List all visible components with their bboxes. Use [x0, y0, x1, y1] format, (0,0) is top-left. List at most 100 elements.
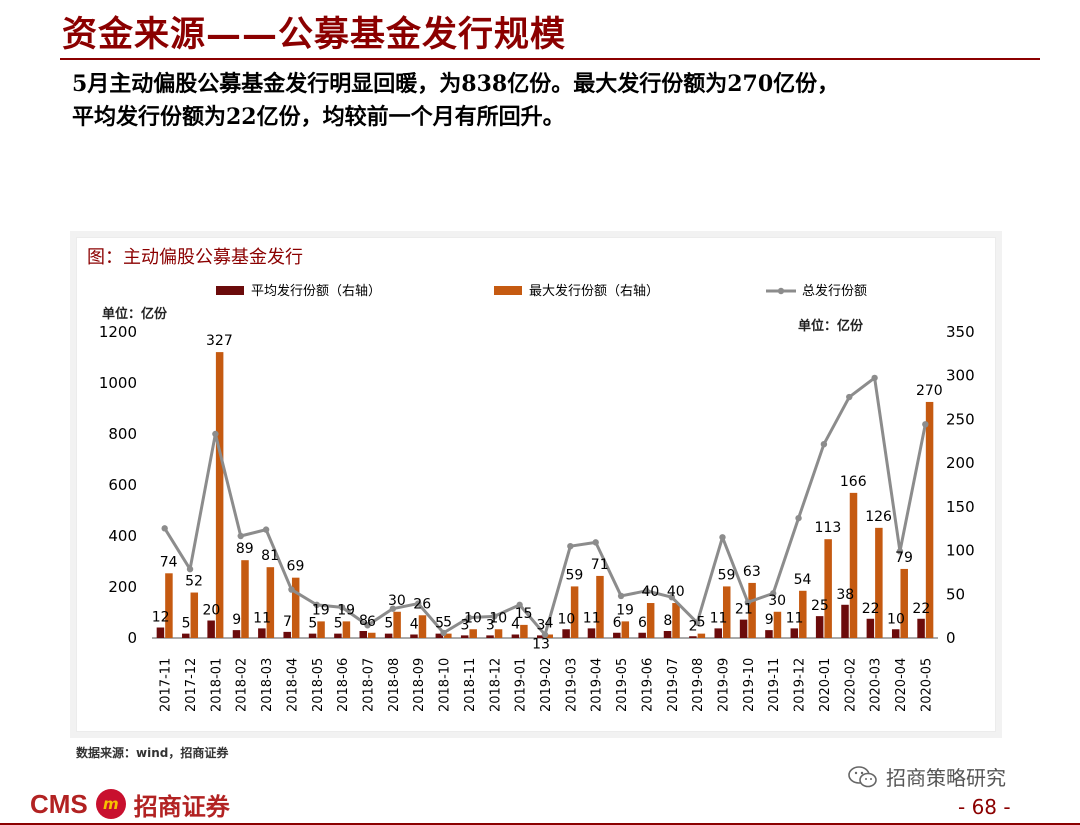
y-left-tick-label: 1200	[99, 323, 137, 341]
avg-issuance-label: 20	[202, 603, 220, 619]
x-tick-label: 2020-04	[894, 658, 909, 712]
page-number: - 68 -	[958, 795, 1011, 819]
max-issuance-bar	[444, 633, 452, 638]
total-issuance-point	[643, 587, 650, 595]
avg-issuance-bar	[308, 633, 317, 638]
max-issuance-label: 71	[591, 557, 609, 573]
avg-issuance-label: 5	[334, 616, 343, 632]
total-issuance-point	[846, 393, 853, 401]
max-issuance-label: 327	[206, 333, 233, 349]
total-issuance-point	[871, 374, 878, 382]
x-tick-label: 2018-05	[311, 658, 326, 712]
x-tick-label: 2018-09	[412, 658, 427, 712]
max-issuance-bar	[342, 621, 351, 638]
y-right-tick-label: 300	[946, 367, 975, 385]
max-issuance-label: 15	[515, 606, 533, 622]
max-issuance-label: 74	[160, 554, 178, 570]
y-left-tick-label: 400	[108, 527, 137, 545]
y-left-tick-label: 800	[108, 425, 137, 443]
x-tick-label: 2018-11	[463, 658, 478, 712]
y-left-tick-label: 200	[108, 578, 137, 596]
max-issuance-label: 40	[667, 584, 685, 600]
avg-issuance-label: 6	[613, 615, 622, 631]
slide-title: 资金来源——公募基金发行规模	[62, 14, 567, 55]
total-issuance-point	[617, 592, 625, 600]
x-tick-label: 2018-04	[285, 658, 300, 712]
total-issuance-point	[161, 525, 168, 532]
x-tick-label: 2020-01	[818, 658, 833, 712]
max-issuance-bar	[241, 560, 249, 638]
avg-issuance-label: 5	[182, 616, 191, 632]
brand-cms: CMS	[30, 788, 88, 819]
max-issuance-bar	[824, 539, 832, 638]
avg-issuance-label: 10	[557, 611, 575, 627]
total-issuance-point	[440, 629, 447, 637]
x-tick-label: 2020-05	[919, 658, 934, 712]
max-issuance-label: 26	[413, 596, 431, 612]
y-right-tick-label: 200	[946, 454, 975, 472]
max-issuance-label: 5	[443, 615, 452, 631]
max-issuance-label: 126	[865, 509, 892, 525]
avg-issuance-bar	[460, 635, 469, 638]
max-issuance-bar	[545, 634, 553, 638]
y-right-unit-label: 单位：亿份	[798, 318, 864, 334]
avg-issuance-bar	[435, 633, 444, 638]
total-issuance-point	[820, 441, 828, 448]
brand-logo: CMS m 招商证券	[30, 786, 230, 822]
data-source: 数据来源：wind，招商证券	[76, 746, 229, 760]
avg-issuance-bar	[613, 632, 621, 638]
max-issuance-bar	[799, 590, 807, 638]
legend-total-marker	[777, 287, 785, 295]
max-issuance-label: 69	[287, 559, 305, 575]
avg-issuance-label: 3	[486, 617, 495, 633]
total-issuance-point	[186, 565, 194, 573]
max-issuance-label: 89	[236, 541, 254, 557]
max-issuance-label: 19	[616, 602, 634, 618]
total-issuance-point	[693, 619, 701, 626]
total-issuance-point	[896, 548, 904, 555]
avg-issuance-bar	[714, 628, 722, 638]
max-issuance-bar	[317, 621, 325, 638]
x-tick-label: 2019-12	[793, 658, 808, 712]
x-tick-label: 2018-01	[209, 658, 224, 712]
total-issuance-point	[922, 421, 929, 428]
avg-issuance-label: 9	[232, 612, 241, 628]
avg-issuance-label: 25	[811, 598, 829, 614]
avg-issuance-bar	[689, 636, 697, 638]
avg-issuance-label: 22	[862, 601, 880, 617]
x-tick-label: 2017-11	[159, 658, 174, 712]
x-tick-label: 2019-04	[590, 658, 605, 712]
max-issuance-label: 166	[840, 474, 867, 490]
max-issuance-label: 30	[768, 593, 786, 609]
x-tick-label: 2020-02	[843, 658, 858, 712]
avg-issuance-label: 38	[836, 587, 854, 603]
total-issuance-point	[744, 599, 752, 606]
max-issuance-label: 113	[815, 520, 842, 536]
avg-issuance-label: 21	[735, 602, 753, 618]
x-tick-label: 2019-11	[767, 658, 782, 712]
avg-issuance-bar	[815, 616, 824, 638]
footer-divider	[0, 823, 1080, 825]
avg-issuance-bar	[790, 628, 799, 638]
y-right-tick-label: 100	[946, 542, 975, 560]
x-tick-label: 2019-06	[640, 658, 655, 712]
avg-issuance-label: 5	[435, 616, 444, 632]
avg-issuance-label: 22	[912, 601, 930, 617]
avg-issuance-label: 4	[410, 617, 419, 633]
x-tick-label: 2018-08	[387, 658, 402, 712]
avg-issuance-label: 11	[710, 610, 728, 626]
max-issuance-label: 6	[367, 614, 376, 630]
total-issuance-label: 13	[532, 637, 550, 653]
x-tick-label: 2019-09	[716, 658, 731, 712]
avg-issuance-label: 7	[283, 614, 292, 630]
max-issuance-bar	[925, 401, 934, 638]
total-issuance-point	[288, 586, 295, 593]
avg-issuance-label: 5	[384, 616, 393, 632]
y-right-tick-label: 250	[946, 410, 975, 428]
max-issuance-label: 5	[697, 615, 706, 631]
total-issuance-point	[389, 605, 397, 612]
max-issuance-label: 270	[916, 383, 943, 399]
total-issuance-point	[212, 430, 219, 438]
total-issuance-point	[262, 526, 270, 533]
max-issuance-label: 10	[464, 610, 482, 626]
